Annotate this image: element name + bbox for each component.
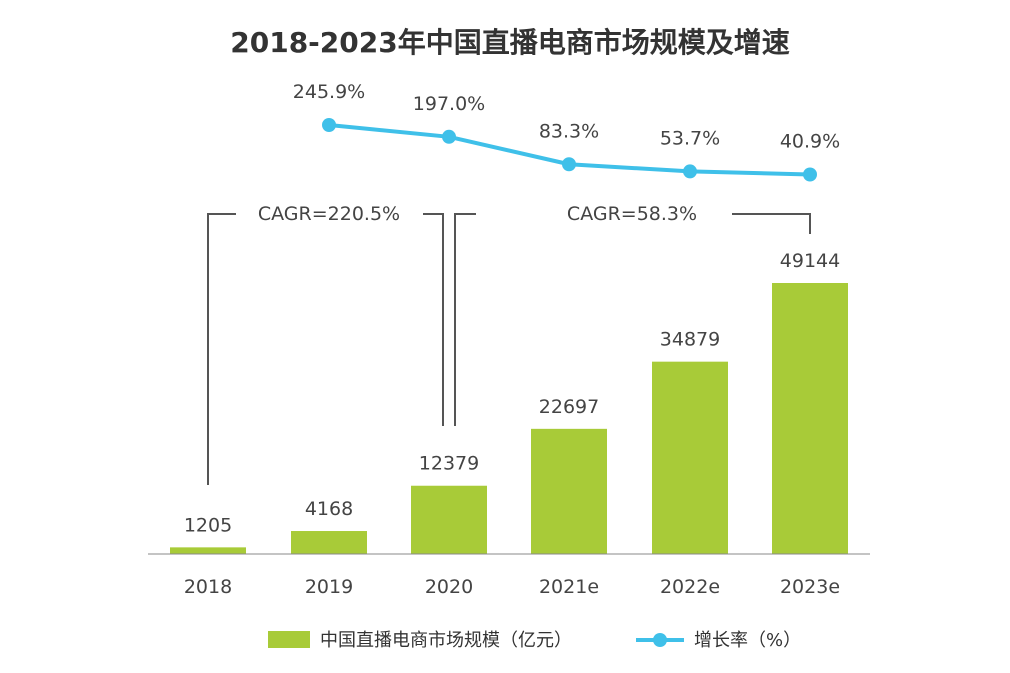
cagr-annotations: CAGR=220.5% CAGR=58.3% <box>207 203 811 485</box>
chart-title: 2018-2023年中国直播电商市场规模及增速 <box>230 26 789 59</box>
bar <box>170 547 246 554</box>
growth-rate-labels: 245.9% 197.0% 83.3% 53.7% 40.9% <box>293 81 840 153</box>
legend-swatch-bar <box>268 631 310 648</box>
cagr-bracket-line <box>454 213 476 426</box>
bar <box>531 428 607 554</box>
x-tick-label: 2018 <box>184 576 232 598</box>
growth-rate-label: 245.9% <box>293 81 365 103</box>
legend-swatch-marker <box>653 633 667 647</box>
growth-rate-label: 53.7% <box>660 127 720 149</box>
legend: 中国直播电商市场规模（亿元） 增长率（%） <box>268 630 801 651</box>
cagr-bracket-line <box>207 213 236 485</box>
bars <box>170 283 848 554</box>
bar-value-label: 22697 <box>539 396 599 418</box>
bar-value-label: 1205 <box>184 514 232 536</box>
bar-value-label: 49144 <box>780 250 840 272</box>
growth-point <box>803 167 817 182</box>
bar <box>772 283 848 554</box>
cagr-bracket-line <box>423 213 444 426</box>
growth-point <box>683 164 697 179</box>
x-tick-label: 2019 <box>305 576 353 598</box>
bar-value-label: 34879 <box>660 329 720 351</box>
bar-value-label: 12379 <box>419 453 479 475</box>
growth-point <box>562 157 576 172</box>
cagr-label: CAGR=220.5% <box>258 203 400 225</box>
growth-line <box>322 118 817 182</box>
cagr-label: CAGR=58.3% <box>567 203 697 225</box>
x-tick-label: 2023e <box>780 576 840 598</box>
cagr-bracket-line <box>732 213 811 234</box>
growth-point <box>322 118 336 132</box>
bar <box>411 485 487 554</box>
legend-label-line: 增长率（%） <box>694 630 801 651</box>
growth-point <box>442 129 456 144</box>
growth-rate-label: 40.9% <box>780 131 840 153</box>
bar-value-labels: 1205 4168 12379 22697 34879 49144 <box>184 250 840 536</box>
growth-rate-label: 83.3% <box>539 120 599 142</box>
x-tick-label: 2022e <box>660 576 720 598</box>
x-tick-label: 2021e <box>539 576 599 598</box>
bar <box>291 531 367 554</box>
growth-rate-label: 197.0% <box>413 93 485 115</box>
bar <box>652 361 728 554</box>
x-tick-labels: 2018 2019 2020 2021e 2022e 2023e <box>184 576 840 598</box>
x-tick-label: 2020 <box>425 576 473 598</box>
legend-label-bar: 中国直播电商市场规模（亿元） <box>320 630 572 651</box>
bar-value-label: 4168 <box>305 498 353 520</box>
